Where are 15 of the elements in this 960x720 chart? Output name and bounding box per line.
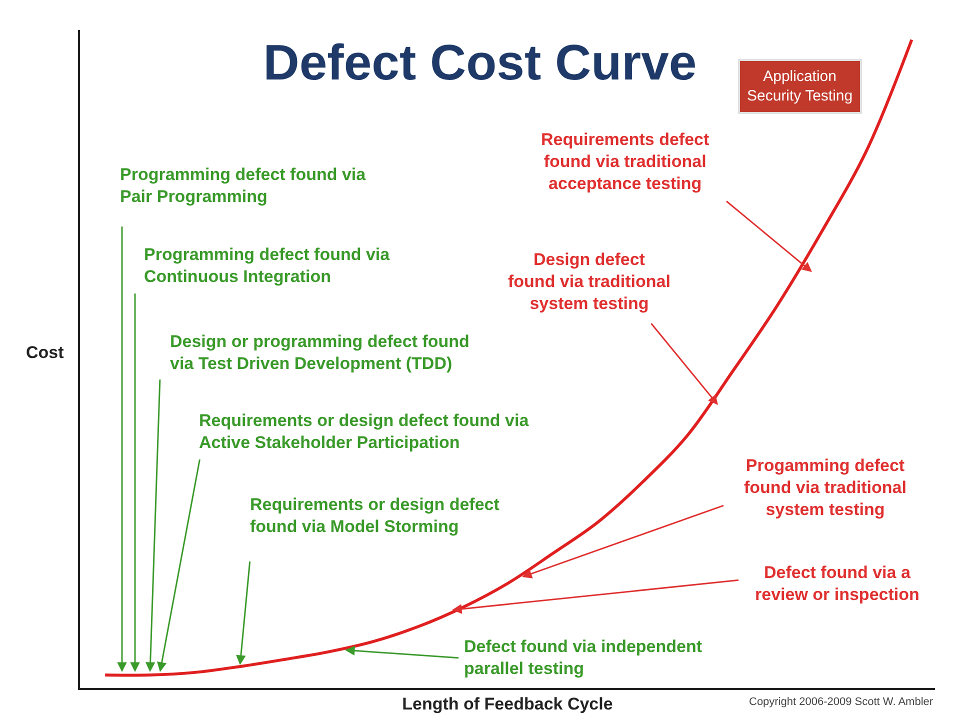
annotation: Programming defect found via Pair Programming <box>120 165 366 206</box>
annotation: Progamming defect found via traditional system testing <box>744 456 906 520</box>
text: Copyright 2006-2009 Scott W. Ambler <box>749 696 934 708</box>
annotation: Defect found via a review or inspection <box>755 563 920 604</box>
annotation: Defect found via independent parallel testing <box>464 637 702 678</box>
chart-title: Defect Cost Curve <box>263 34 697 90</box>
annotation: Design defect found via traditional system testing <box>508 250 670 314</box>
annotation: Application Security Testing <box>747 68 853 104</box>
y-axis-title: Cost <box>26 343 64 362</box>
annotation: Programming defect found via Continuous Integration <box>144 245 390 286</box>
x-axis-title: Length of Feedback Cycle <box>402 694 613 714</box>
annotation: Requirements or design defect found via Model Storming <box>250 495 500 536</box>
annotation: Requirements defect found via traditional acceptance testing <box>541 130 710 194</box>
annotation: Requirements or design defect found via Active Stakeholder Participation <box>199 411 530 452</box>
annotation: Design or programming defect found via Test Driven Development (TDD) <box>170 332 470 374</box>
